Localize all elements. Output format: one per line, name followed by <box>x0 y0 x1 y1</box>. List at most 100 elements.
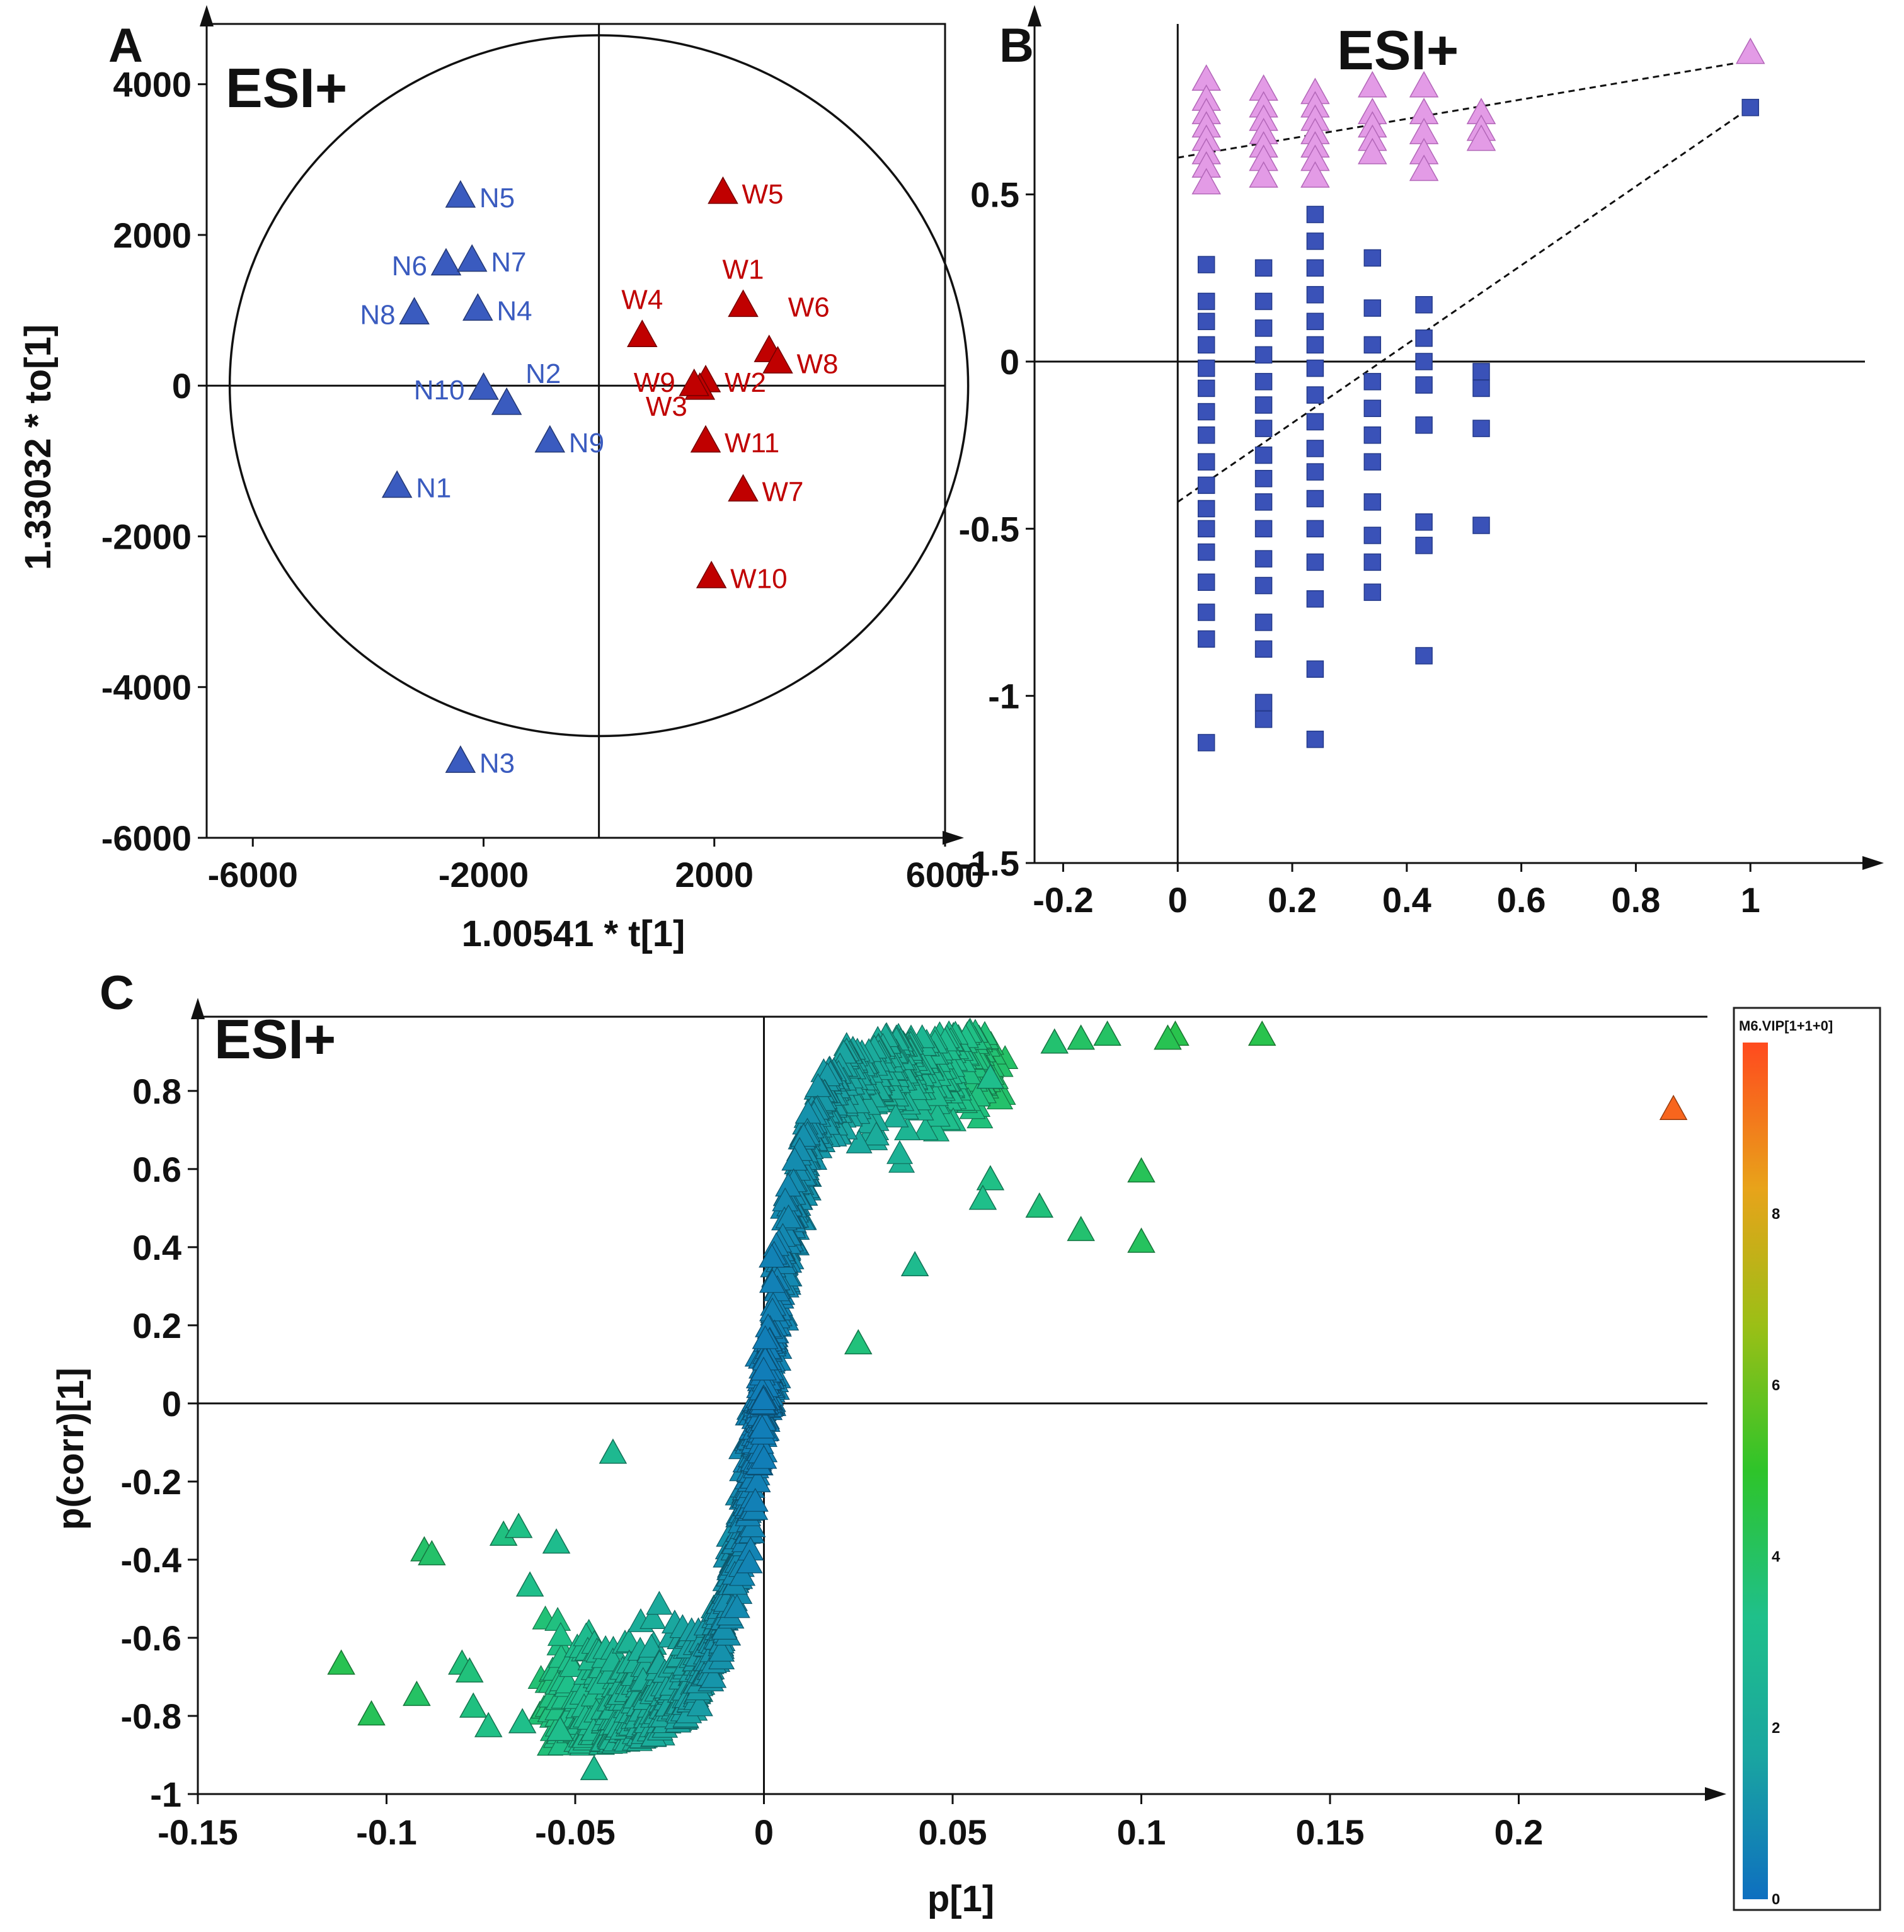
q2-point <box>1472 420 1490 437</box>
panel-b-xtick-label: 0.4 <box>1382 880 1431 920</box>
variable-point <box>639 1605 667 1629</box>
q2-point <box>1197 379 1215 397</box>
q2-point <box>1415 329 1433 347</box>
score-point-n10 <box>468 372 499 400</box>
panel-b-x-arrow <box>1862 856 1884 870</box>
variable-point <box>546 1715 575 1741</box>
variable-point <box>976 1063 1005 1089</box>
q2-point <box>1254 469 1273 488</box>
score-point-label: N1 <box>416 473 451 504</box>
panel-b-permutation-plot: -0.2 0 0.2 0.4 0.6 0.8 1 -1.5 -1 -0.5 0 0.5 <box>959 5 1884 920</box>
q2-point <box>1306 386 1324 404</box>
score-point-n9 <box>534 425 566 453</box>
variable-point <box>723 1594 750 1618</box>
variable-point <box>1247 1020 1276 1046</box>
q2-point <box>1254 576 1273 595</box>
q2-point <box>1306 553 1324 571</box>
q2-point <box>1254 550 1273 568</box>
q2-point <box>1363 527 1382 544</box>
colorbar-gradient <box>1743 1043 1768 1899</box>
variable-point <box>863 1121 890 1146</box>
panel-c-x-arrow <box>1705 1787 1726 1801</box>
panel-a-xtick-label: 2000 <box>675 855 754 895</box>
variable-point <box>750 1356 777 1381</box>
variable-point <box>504 1512 533 1538</box>
q2-point <box>1197 603 1215 621</box>
score-point-label: N7 <box>491 247 526 278</box>
panel-c-ytick-label: -0.2 <box>121 1462 182 1502</box>
q2-point <box>1254 520 1273 538</box>
variable-point <box>759 1269 786 1293</box>
panel-c-xtick-label: 0.2 <box>1494 1812 1544 1852</box>
score-point-w5 <box>708 176 738 204</box>
panel-b-xtick-label: -0.2 <box>1033 880 1094 920</box>
variable-point <box>515 1571 544 1597</box>
variable-point <box>418 1540 446 1565</box>
score-point-n8 <box>399 297 430 325</box>
variable-point <box>559 1653 586 1678</box>
q2-point <box>1254 694 1273 712</box>
panel-b-ytick-label: 0 <box>1000 342 1019 382</box>
q2-point <box>1254 420 1273 437</box>
score-point-label: W8 <box>796 348 838 379</box>
variable-point <box>1659 1094 1688 1120</box>
panel-a-ytick-label: 0 <box>172 366 192 406</box>
panel-c-ytick-label: 0.4 <box>132 1228 181 1267</box>
q2-point <box>1306 286 1324 304</box>
variable-point <box>750 1444 777 1469</box>
score-point-label: W6 <box>788 292 830 323</box>
variable-point <box>459 1692 488 1718</box>
panel-letter-a: A <box>108 19 143 72</box>
panel-b-ytick-label: 0.5 <box>970 175 1019 215</box>
variable-point <box>1127 1157 1156 1183</box>
q2-point <box>1415 353 1433 370</box>
variable-point <box>894 1116 921 1141</box>
q2-point <box>1197 573 1215 591</box>
score-point-n4 <box>462 293 493 321</box>
panel-c-ytick-label: -0.6 <box>121 1618 182 1658</box>
q2-point <box>1363 426 1382 444</box>
q2-point <box>1363 299 1382 317</box>
q2-point <box>1472 517 1490 534</box>
score-point-label: N6 <box>392 251 427 282</box>
panel-b-ytick-label: -0.5 <box>959 509 1020 549</box>
q2-point <box>1306 660 1324 678</box>
variable-point <box>1067 1024 1095 1050</box>
colorbar-tick-label: 0 <box>1772 1891 1780 1908</box>
score-point-w8 <box>762 346 793 374</box>
panel-c-xtick-label: -0.05 <box>535 1812 616 1852</box>
variable-point <box>968 1184 997 1210</box>
score-point-label: N4 <box>496 296 532 327</box>
score-point-n1 <box>381 470 413 498</box>
q2-point <box>1363 373 1382 391</box>
panel-c-s-plot: -0.15 -0.1 -0.05 0 0.05 0.1 0.15 0.2 -1 -0.8 -0.6 -… <box>121 998 1726 1852</box>
score-point-label: N9 <box>569 428 604 459</box>
panel-b-xtick-label: 0.6 <box>1497 880 1546 920</box>
variable-point <box>508 1708 537 1734</box>
r2-point <box>1735 37 1765 64</box>
q2-point <box>1254 711 1273 728</box>
score-point-n6 <box>430 248 462 276</box>
score-point-label: W11 <box>725 428 779 459</box>
q2-point <box>1306 520 1324 538</box>
r2-point <box>1249 161 1278 188</box>
variable-point <box>580 1754 609 1780</box>
q2-point <box>1306 336 1324 354</box>
hotelling-ellipse <box>228 34 970 738</box>
panel-b-ytick-label: -1.5 <box>959 843 1020 883</box>
q2-point <box>1254 259 1273 277</box>
variable-point <box>686 1692 713 1717</box>
q2-point <box>1197 426 1215 444</box>
panel-letter-b: B <box>999 19 1034 72</box>
q2-point <box>1197 543 1215 561</box>
variable-point <box>736 1549 763 1574</box>
colorbar-ticks: 0 2 4 6 8 <box>1772 1206 1781 1908</box>
q2-point <box>1254 319 1273 337</box>
variable-point <box>744 1468 771 1492</box>
q2-point <box>1363 453 1382 471</box>
panel-c-ytick-label: 0 <box>162 1384 181 1424</box>
r2-point <box>1300 161 1330 188</box>
panel-a-ytick-label: 2000 <box>113 215 192 255</box>
